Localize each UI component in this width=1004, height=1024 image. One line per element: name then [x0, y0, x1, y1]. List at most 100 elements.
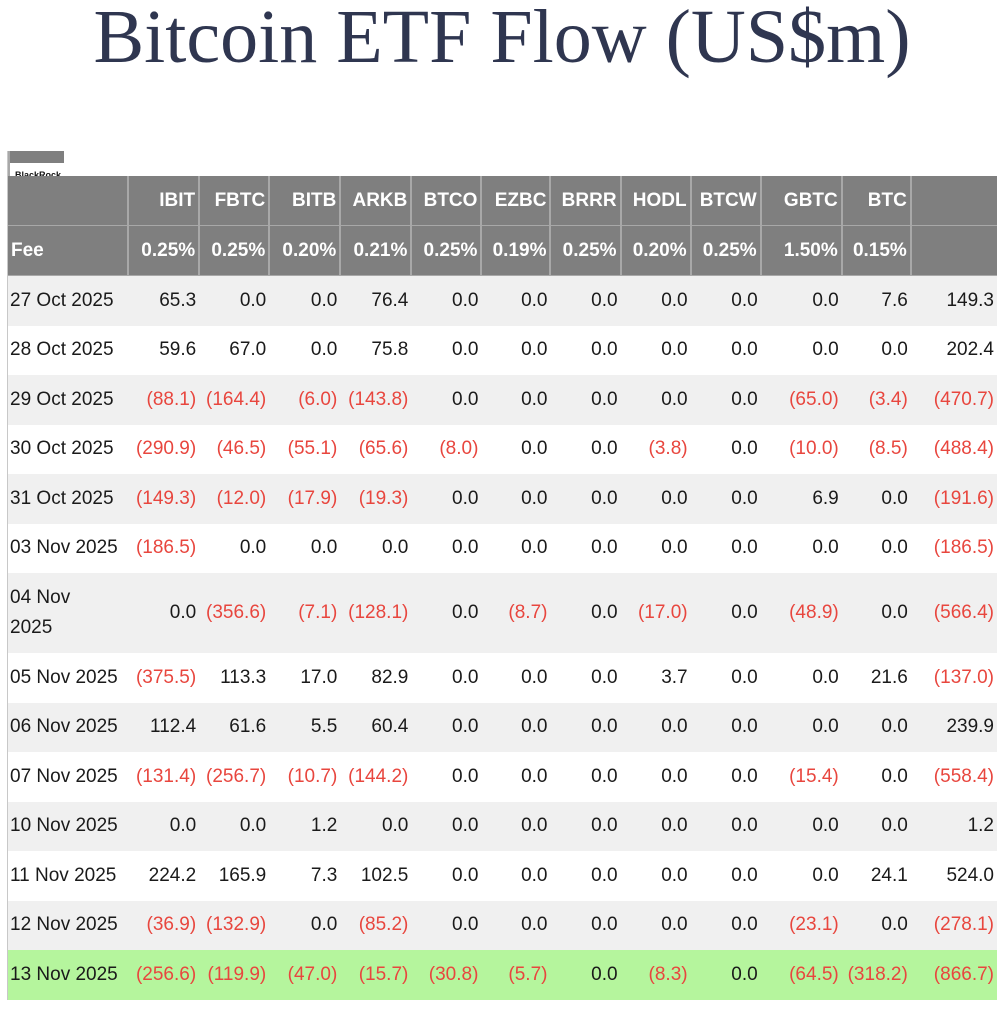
total-cell: (488.4) [933, 438, 994, 460]
flow-cell: (17.0) [620, 573, 691, 653]
flow-cell: 0.0 [452, 666, 479, 688]
flow-cell: 0.0 [199, 801, 270, 851]
flow-cell: 0.0 [550, 702, 621, 752]
flow-cell: 0.0 [591, 339, 618, 361]
flow-cell: (149.3) [128, 474, 200, 524]
flow-cell: 0.0 [521, 339, 548, 361]
fee-cell: 0.21% [340, 225, 413, 276]
flow-cell: 0.0 [550, 375, 621, 425]
fee-cell: 1.50% [760, 225, 843, 276]
flow-cell: (356.6) [199, 573, 270, 653]
flow-cell: 0.0 [690, 950, 761, 1000]
flow-cell: (144.2) [348, 765, 409, 787]
flow-cell: 0.0 [310, 339, 338, 361]
flow-cell: 0.0 [310, 537, 338, 559]
total-cell: (186.5) [933, 537, 994, 559]
table-row: 05 Nov 2025 (375.5) 113.3 17.0 82.9 0.0 0.0 0.0… [8, 653, 997, 703]
date-cell: 29 Oct 2025 [8, 375, 129, 425]
flow-cell: 0.0 [731, 537, 758, 559]
flow-cell: 0.0 [452, 765, 479, 787]
ticker-header: IBIT [128, 176, 201, 226]
flow-cell: 0.0 [760, 275, 842, 326]
date-cell: 10 Nov 2025 [8, 801, 129, 851]
flow-cell: (186.5) [135, 537, 197, 559]
flow-cell: 0.0 [481, 900, 551, 950]
flow-cell: 224.2 [148, 864, 197, 886]
flow-cell: 0.0 [269, 900, 341, 950]
total-cell: (278.1) [910, 900, 997, 950]
flow-cell: (65.6) [358, 438, 409, 460]
total-cell: 239.9 [910, 702, 997, 752]
date-cell: 28 Oct 2025 [10, 339, 114, 361]
flow-cell: (3.8) [648, 438, 688, 460]
flow-cell: 0.0 [452, 339, 479, 361]
table-row: 29 Oct 2025 (88.1) (164.4) (6.0) (143.8) 0.0 0… [8, 375, 997, 425]
flow-cell: (46.5) [216, 438, 267, 460]
total-cell: (866.7) [910, 950, 997, 1000]
flow-cell: 0.0 [731, 438, 758, 460]
total-cell: 149.3 [910, 275, 997, 326]
fee-row: Fee 0.25% 0.25% 0.20% 0.21% 0.25% 0.19% 0.25% 0.… [8, 225, 997, 276]
flow-cell: (8.3) [620, 950, 691, 1000]
flow-cell: 0.0 [620, 275, 691, 326]
flow-cell: 0.0 [760, 702, 842, 752]
flow-cell: (12.0) [199, 474, 270, 524]
table-row: 13 Nov 2025 (256.6) (119.9) (47.0) (15.7) (30… [8, 950, 997, 1000]
issuer-logo-ibit: BlackRock [10, 163, 64, 176]
flow-cell: (48.9) [760, 573, 842, 653]
flow-cell: 0.0 [411, 474, 482, 524]
flow-cell: 0.0 [481, 702, 551, 752]
flow-cell: 0.0 [620, 900, 691, 950]
flow-cell: (88.1) [128, 375, 200, 425]
total-cell: 524.0 [946, 864, 994, 886]
flow-cell: 0.0 [690, 275, 761, 326]
flow-cell: 0.0 [381, 537, 409, 559]
flow-cell: 0.0 [841, 702, 911, 752]
etf-flow-table-wrapper: BlackRockFidelityBitwiseARK INVESTInvesc… [7, 151, 997, 1000]
table-row: 11 Nov 2025 224.2 165.9 7.3 102.5 0.0 0.0 0.0 0.… [8, 851, 997, 901]
flow-cell: (15.4) [789, 765, 839, 787]
flow-cell: 61.6 [199, 702, 270, 752]
fee-cell: 0.20% [620, 225, 692, 276]
fee-cell: 0.25% [128, 225, 201, 276]
date-cell: 31 Oct 2025 [8, 474, 129, 524]
flow-cell: 0.0 [591, 765, 618, 787]
flow-cell: (7.1) [269, 573, 341, 653]
flow-cell: 1.2 [269, 801, 341, 851]
flow-cell: 0.0 [521, 864, 548, 886]
flow-cell: (8.7) [481, 573, 551, 653]
flow-cell: 0.0 [128, 573, 200, 653]
flow-cell: 0.0 [812, 666, 839, 688]
date-cell: 11 Nov 2025 [10, 864, 117, 886]
flow-cell: 5.5 [269, 702, 341, 752]
flow-cell: 0.0 [690, 801, 761, 851]
table-row: 06 Nov 2025 112.4 61.6 5.5 60.4 0.0 0.0 0.0 0.0 0… [8, 702, 997, 752]
ticker-row: IBIT FBTC BITB ARKB BTCO EZBC BRRR HODL BTCW GBTC… [8, 176, 997, 226]
total-cell: 202.4 [946, 339, 994, 361]
flow-cell: 59.6 [159, 339, 197, 361]
table-row: 31 Oct 2025 (149.3) (12.0) (17.9) (19.3) 0.0 0… [8, 474, 997, 524]
flow-cell: (132.9) [199, 900, 270, 950]
flow-cell: 0.0 [661, 537, 688, 559]
page-title: Bitcoin ETF Flow (US$m) [93, 0, 911, 79]
flow-cell: 113.3 [220, 666, 267, 688]
flow-cell: 0.0 [620, 702, 691, 752]
ticker-header: BRRR [550, 176, 622, 226]
flow-cell: 0.0 [661, 864, 688, 886]
ticker-header: FBTC [199, 176, 271, 226]
flow-cell: 102.5 [360, 864, 409, 886]
flow-cell: 0.0 [199, 275, 270, 326]
table-row: 12 Nov 2025 (36.9) (132.9) 0.0 (85.2) 0.0 0.0 0… [8, 900, 997, 950]
flow-cell: 0.0 [411, 801, 482, 851]
flow-cell: (10.7) [287, 765, 338, 787]
flow-cell: 0.0 [550, 573, 621, 653]
flow-cell: 82.9 [371, 666, 409, 688]
flow-cell: (143.8) [340, 375, 412, 425]
flow-cell: 0.0 [661, 765, 688, 787]
flow-cell: (65.0) [760, 375, 842, 425]
flow-cell: (6.0) [269, 375, 341, 425]
flow-cell: 0.0 [620, 801, 691, 851]
header-blank [910, 225, 997, 276]
flow-cell: 7.3 [310, 864, 338, 886]
flow-cell: 0.0 [481, 801, 551, 851]
